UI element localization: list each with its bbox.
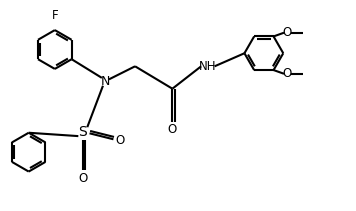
Text: O: O — [115, 134, 125, 147]
Text: N: N — [100, 75, 110, 88]
Text: O: O — [78, 172, 88, 185]
Text: F: F — [52, 9, 58, 22]
Text: NH: NH — [199, 60, 216, 73]
Text: O: O — [282, 67, 291, 80]
Text: O: O — [168, 123, 177, 136]
Text: S: S — [78, 125, 87, 139]
Text: O: O — [282, 26, 291, 39]
